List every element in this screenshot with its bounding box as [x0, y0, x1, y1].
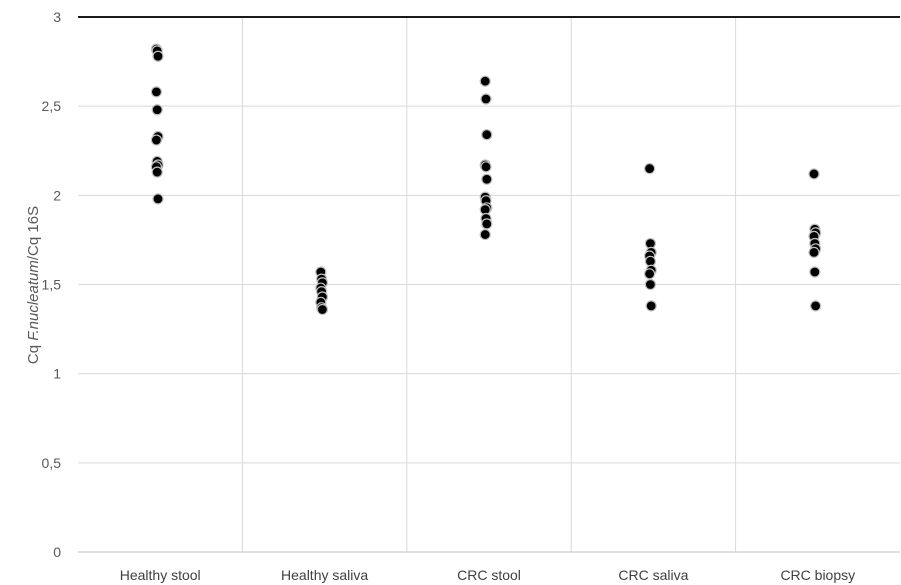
y-tick-label: 0,5 [42, 455, 62, 471]
data-point [481, 129, 493, 141]
x-category-labels: Healthy stool Healthy saliva CRC stool CRC … [120, 567, 855, 583]
data-point [809, 300, 822, 312]
data-point [809, 266, 821, 278]
data-point [479, 75, 491, 87]
data-point [151, 166, 163, 178]
data-point [643, 268, 656, 280]
data-point [150, 134, 162, 146]
data-point [644, 278, 657, 291]
y-axis-label-suffix: /Cq 16S [25, 206, 42, 260]
data-point [480, 161, 492, 173]
data-point [316, 303, 328, 316]
y-axis-label: Cq F.nucleatum/Cq 16S [25, 206, 42, 364]
y-tick-labels: 0 0,5 1 1,5 2 2,5 3 [42, 9, 62, 560]
x-category-label: Healthy stool [120, 567, 201, 583]
y-tick-label: 0 [53, 544, 61, 560]
y-tick-label: 2 [53, 187, 61, 203]
y-axis-label-italic: F.nucleatum [25, 260, 42, 341]
data-point [643, 162, 656, 175]
y-tick-label: 1 [53, 366, 61, 382]
y-tick-label: 1,5 [42, 277, 62, 293]
data-point [152, 193, 164, 205]
data-point [645, 300, 657, 312]
data-point [150, 86, 162, 98]
x-category-label: CRC biopsy [780, 567, 855, 583]
axes [78, 16, 900, 553]
data-point [481, 218, 493, 230]
data-point [808, 168, 820, 180]
x-category-label: CRC saliva [618, 567, 688, 583]
y-axis-label-prefix: Cq [25, 341, 42, 364]
data-point [479, 228, 491, 241]
x-category-label: CRC stool [457, 567, 521, 583]
data-points [150, 43, 822, 316]
data-point [481, 173, 493, 185]
y-tick-label: 3 [53, 9, 61, 25]
data-point [480, 93, 492, 105]
data-point [808, 246, 820, 258]
y-tick-label: 2,5 [42, 98, 62, 114]
x-category-label: Healthy saliva [281, 567, 368, 583]
data-point [151, 104, 163, 116]
data-point [152, 50, 164, 62]
